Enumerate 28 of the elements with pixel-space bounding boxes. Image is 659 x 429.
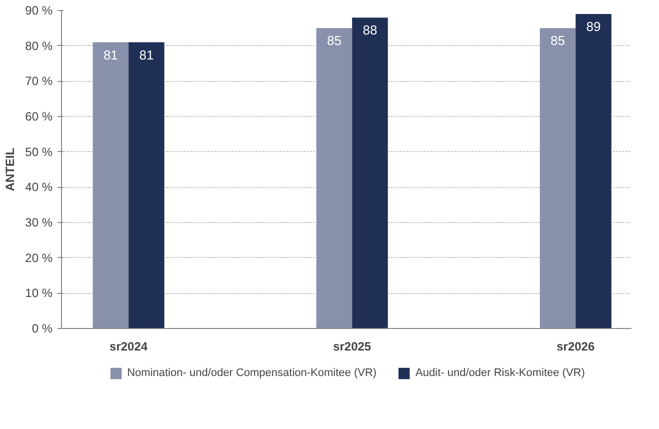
- y-tick-label: 50 %: [25, 144, 53, 159]
- bar: [128, 42, 164, 328]
- y-tick-label: 40 %: [25, 180, 53, 194]
- x-tick-label: sr2026: [556, 340, 595, 354]
- y-tick-label: 0 %: [32, 322, 53, 336]
- y-tick-label: 80 %: [25, 38, 53, 53]
- data-label: 85: [550, 33, 565, 48]
- y-tick-label: 20 %: [25, 250, 53, 265]
- data-label: 85: [326, 33, 342, 48]
- y-tick-label: 10 %: [25, 286, 53, 300]
- y-axis-title: ANTEIL: [3, 148, 18, 192]
- x-tick-label: sr2024: [110, 340, 148, 354]
- y-tick-label: 30 %: [25, 216, 53, 230]
- data-label: 88: [362, 22, 378, 38]
- x-tick-label: sr2025: [333, 340, 372, 354]
- bar: [576, 14, 612, 328]
- data-label: 89: [586, 19, 601, 34]
- y-tick-label: 60 %: [25, 110, 53, 124]
- bar: [316, 28, 352, 328]
- y-tick-label: 90 %: [25, 4, 53, 18]
- data-label: 81: [139, 47, 154, 62]
- bar: [352, 18, 388, 328]
- y-tick-label: 70 %: [25, 74, 53, 88]
- data-label: 81: [103, 47, 118, 62]
- bar: [540, 28, 576, 328]
- legend-label: Audit- und/oder Risk-Komitee (VR): [416, 367, 585, 379]
- legend-label: Nomination- und/oder Compensation-Komitee (VR): [127, 367, 377, 379]
- bar: [92, 42, 129, 328]
